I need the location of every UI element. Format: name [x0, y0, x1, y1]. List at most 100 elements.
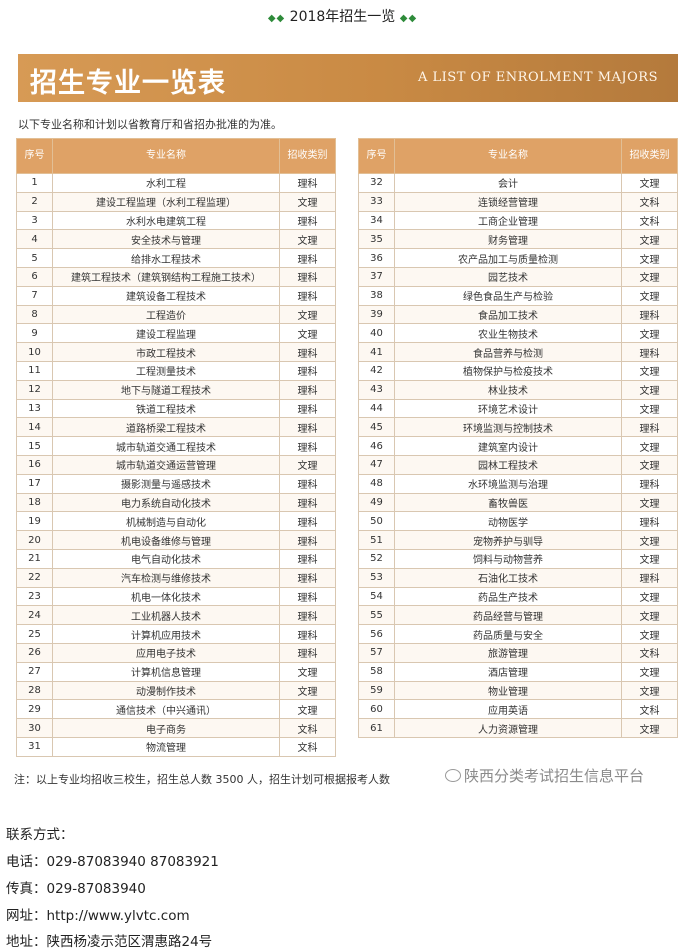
- major-no: 18: [16, 492, 53, 513]
- column-header-name: 专业名称: [394, 138, 622, 174]
- major-no: 30: [16, 718, 53, 738]
- major-no: 1: [16, 173, 53, 193]
- major-name: 旅游管理: [394, 642, 622, 663]
- major-type: 文理: [621, 266, 678, 287]
- major-no: 51: [358, 530, 395, 550]
- major-name: 应用电子技术: [52, 642, 280, 663]
- table-row: 6 建筑工程技术（建筑钢结构工程施工技术） 理科: [16, 266, 336, 287]
- table-row: 22 汽车检测与维修技术 理科: [16, 567, 336, 588]
- major-type: 文理: [279, 191, 336, 212]
- major-name: 机械制造与自动化: [52, 511, 280, 532]
- table-row: 40 农业生物技术 文理: [358, 323, 678, 344]
- major-type: 理科: [279, 379, 336, 400]
- table-row: 21 电气自动化技术 理科: [16, 548, 336, 569]
- major-no: 61: [358, 718, 395, 738]
- diamond-left-icon: ◆◆: [267, 13, 286, 24]
- table-row: 54 药品生产技术 文理: [358, 586, 678, 607]
- table-row: 28 动漫制作技术 文理: [16, 680, 336, 701]
- page-header-title: 2018年招生一览: [289, 9, 396, 25]
- major-no: 40: [358, 323, 395, 344]
- major-no: 21: [16, 548, 53, 569]
- major-name: 给排水工程技术: [52, 248, 280, 268]
- major-name: 工程测量技术: [52, 360, 280, 381]
- major-name: 财务管理: [394, 229, 622, 250]
- table-row: 53 石油化工技术 理科: [358, 567, 678, 588]
- major-name: 环境监测与控制技术: [394, 417, 622, 438]
- major-name: 石油化工技术: [394, 567, 622, 588]
- major-name: 建筑设备工程技术: [52, 285, 280, 306]
- major-no: 43: [358, 379, 395, 400]
- table-row: 12 地下与隧道工程技术 理科: [16, 379, 336, 400]
- major-type: 理科: [621, 473, 678, 494]
- major-no: 7: [16, 285, 53, 306]
- major-name: 工业机器人技术: [52, 605, 280, 626]
- major-name: 计算机信息管理: [52, 661, 280, 682]
- table-row: 11 工程测量技术 理科: [16, 360, 336, 381]
- table-row: 23 机电一体化技术 理科: [16, 586, 336, 607]
- watermark-text: 陕西分类考试招生信息平台: [464, 767, 645, 785]
- table-row: 59 物业管理 文理: [358, 680, 678, 701]
- major-type: 文理: [621, 605, 678, 626]
- major-no: 37: [358, 266, 395, 287]
- banner-title-cn: 招生专业一览表: [30, 68, 226, 99]
- table-row: 19 机械制造与自动化 理科: [16, 511, 336, 532]
- major-type: 理科: [279, 173, 336, 193]
- major-no: 26: [16, 642, 53, 663]
- major-type: 理科: [279, 548, 336, 569]
- contact-website[interactable]: 网址：http://www.ylvtc.com: [6, 908, 190, 924]
- major-name: 水利水电建筑工程: [52, 210, 280, 231]
- major-no: 52: [358, 548, 395, 569]
- major-type: 文理: [621, 229, 678, 250]
- table-row: 46 建筑室内设计 文理: [358, 436, 678, 456]
- major-type: 文理: [621, 661, 678, 682]
- table-row: 26 应用电子技术 理科: [16, 642, 336, 663]
- major-name: 铁道工程技术: [52, 398, 280, 419]
- column-header-no: 序号: [358, 138, 395, 174]
- major-type: 文理: [279, 454, 336, 475]
- table-row: 27 计算机信息管理 文理: [16, 661, 336, 682]
- major-no: 25: [16, 624, 53, 644]
- major-no: 4: [16, 229, 53, 250]
- table-row: 50 动物医学 理科: [358, 511, 678, 532]
- major-type: 文科: [279, 736, 336, 757]
- major-no: 17: [16, 473, 53, 494]
- table-row: 24 工业机器人技术 理科: [16, 605, 336, 626]
- major-type: 理科: [279, 436, 336, 456]
- major-type: 文理: [279, 304, 336, 325]
- major-type: 理科: [621, 511, 678, 532]
- major-name: 机电一体化技术: [52, 586, 280, 607]
- table-row: 35 财务管理 文理: [358, 229, 678, 250]
- major-type: 理科: [279, 624, 336, 644]
- major-no: 50: [358, 511, 395, 532]
- intro-text: 以下专业名称和计划以省教育厅和省招办批准的为准。: [18, 118, 282, 131]
- table-row: 1 水利工程 理科: [16, 173, 336, 193]
- major-name: 连锁经营管理: [394, 191, 622, 212]
- table-row: 41 食品营养与检测 理科: [358, 342, 678, 362]
- major-name: 汽车检测与维修技术: [52, 567, 280, 588]
- major-no: 28: [16, 680, 53, 701]
- major-no: 10: [16, 342, 53, 362]
- major-name: 农业生物技术: [394, 323, 622, 344]
- major-type: 文理: [279, 680, 336, 701]
- major-no: 11: [16, 360, 53, 381]
- table-row: 39 食品加工技术 理科: [358, 304, 678, 325]
- major-no: 56: [358, 624, 395, 644]
- major-type: 文理: [621, 718, 678, 738]
- column-header-type: 招收类别: [279, 138, 336, 174]
- major-no: 41: [358, 342, 395, 362]
- major-type: 理科: [279, 248, 336, 268]
- major-type: 理科: [279, 530, 336, 550]
- major-no: 19: [16, 511, 53, 532]
- table-row: 42 植物保护与检疫技术 文理: [358, 360, 678, 381]
- major-no: 38: [358, 285, 395, 306]
- major-no: 58: [358, 661, 395, 682]
- major-type: 文理: [621, 624, 678, 644]
- table-row: 9 建设工程监理 文理: [16, 323, 336, 344]
- major-type: 文理: [279, 661, 336, 682]
- major-name: 会计: [394, 173, 622, 193]
- major-name: 畜牧兽医: [394, 492, 622, 513]
- watermark: 陕西分类考试招生信息平台: [445, 765, 644, 786]
- major-name: 绿色食品生产与检验: [394, 285, 622, 306]
- table-row: 15 城市轨道交通工程技术 理科: [16, 436, 336, 456]
- major-name: 建筑工程技术（建筑钢结构工程施工技术）: [52, 266, 280, 287]
